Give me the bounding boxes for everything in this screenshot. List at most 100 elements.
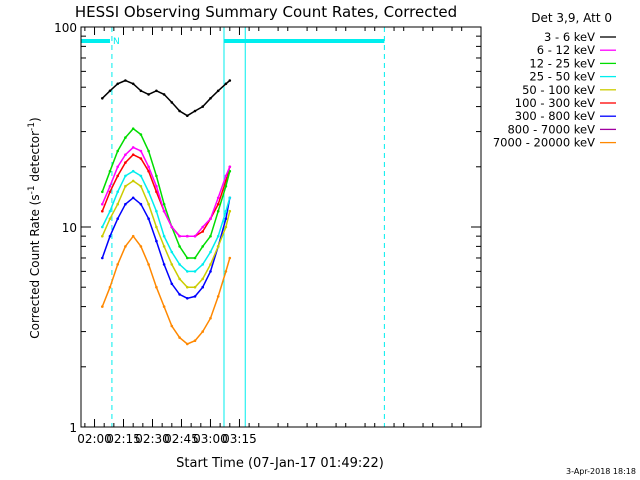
legend-header: Det 3,9, Att 0 [531,11,612,25]
series-point-3-9 [170,250,174,254]
series-point-4-16 [224,225,228,229]
series-point-4-8 [162,245,166,248]
series-point-6-10 [178,293,181,296]
series-point-3-1 [108,209,112,213]
x-tick-label-3: 02:45 [164,432,199,446]
series-point-1-2 [116,165,119,169]
series-point-6-4 [131,196,135,200]
series-point-1-0 [101,202,104,206]
y-axis-label-sup2: -1 [27,122,37,131]
series-point-0-11 [186,114,189,117]
series-point-4-15 [216,245,220,248]
series-point-0-10 [178,109,181,113]
series-point-8-15 [216,295,220,298]
plot-frame [80,26,482,428]
series-point-1-11 [186,234,189,238]
series-point-8-16 [224,270,228,273]
series-point-1-10 [178,234,181,238]
series-point-3-2 [116,190,119,194]
y-tick-label-2: 100 [54,21,77,35]
series-point-2-8 [162,202,166,206]
series-point-2-6 [147,149,150,153]
series-line-1 [101,146,231,237]
series-point-6-8 [162,263,166,266]
legend-label-7: 800 - 7000 keV [507,122,595,136]
series-point-8-5 [139,245,143,248]
series-point-6-11 [186,297,189,300]
series-point-4-7 [155,225,158,229]
series-point-4-13 [201,277,204,281]
series-point-5-13 [201,230,204,233]
series-point-2-2 [116,149,119,153]
series-point-4-9 [170,263,174,266]
series-point-8-14 [209,316,212,320]
series-point-2-15 [216,209,220,213]
series-line-4 [101,179,231,288]
y-tick-label-1: 10 [62,221,77,235]
series-point-4-17 [228,209,232,213]
series-line-6 [101,196,231,300]
series-point-8-2 [116,263,119,266]
chart-title: HESSI Observing Summary Count Rates, Cor… [75,3,457,21]
legend-label-4: 50 - 100 keV [522,83,595,97]
series-point-6-1 [108,234,112,238]
flag-bar-label-0: N [113,37,120,47]
series-point-0-12 [193,109,197,113]
series-point-0-3 [124,79,127,82]
series-point-2-13 [201,245,204,248]
series-point-0-5 [139,89,143,93]
series-point-1-3 [124,153,127,156]
series-point-3-0 [101,225,104,229]
series-point-2-11 [186,256,189,260]
series-point-2-12 [193,256,197,260]
series-point-0-6 [147,93,150,96]
legend-label-8: 7000 - 20000 keV [493,136,595,150]
series-point-6-9 [170,282,174,286]
legend-label-5: 100 - 300 keV [515,96,595,110]
series-point-2-3 [124,136,127,139]
series-line-2 [101,127,231,259]
series-point-5-2 [116,174,119,178]
series-point-6-3 [124,202,127,206]
series-point-0-2 [116,82,119,86]
series-point-8-0 [101,305,104,308]
series-point-4-6 [147,202,150,206]
series-point-3-3 [124,174,127,178]
series-point-0-17 [228,79,232,82]
series-point-4-1 [108,217,112,220]
series-point-0-1 [108,89,112,93]
series-point-2-0 [101,190,104,194]
series-point-4-12 [193,285,197,289]
series-point-0-16 [224,82,228,86]
y-ticks: 1 10 100 [54,21,481,435]
series-point-8-3 [124,245,127,248]
series-line-8 [101,234,231,345]
series-point-0-14 [209,97,212,100]
series-point-6-0 [101,256,104,260]
series-point-6-5 [139,202,143,206]
series-point-2-16 [224,184,228,188]
legend-label-1: 6 - 12 keV [537,43,595,57]
x-tick-label-5: 03:15 [222,432,257,446]
x-tick-label-2: 02:30 [135,432,170,446]
series-point-4-4 [131,179,135,183]
series-line-0 [101,79,231,117]
svg-text:Corrected Count Rate (s-1 dete: Corrected Count Rate (s-1 detector-1) [27,117,42,338]
series-point-2-17 [228,169,232,173]
series-point-0-7 [155,89,158,93]
series-point-6-12 [193,295,197,298]
series-point-4-2 [116,202,119,206]
legend-label-2: 12 - 25 keV [529,56,595,70]
x-tick-label-4: 03:00 [193,432,228,446]
series-point-0-13 [201,105,204,108]
y-axis-label-end: ) [28,117,42,122]
series-point-8-13 [201,330,204,333]
series-point-6-16 [224,217,228,220]
series-point-8-12 [193,339,197,343]
series-point-1-13 [201,225,204,229]
footer-timestamp: 3-Apr-2018 18:18 [566,467,636,476]
series-point-3-10 [178,263,181,266]
